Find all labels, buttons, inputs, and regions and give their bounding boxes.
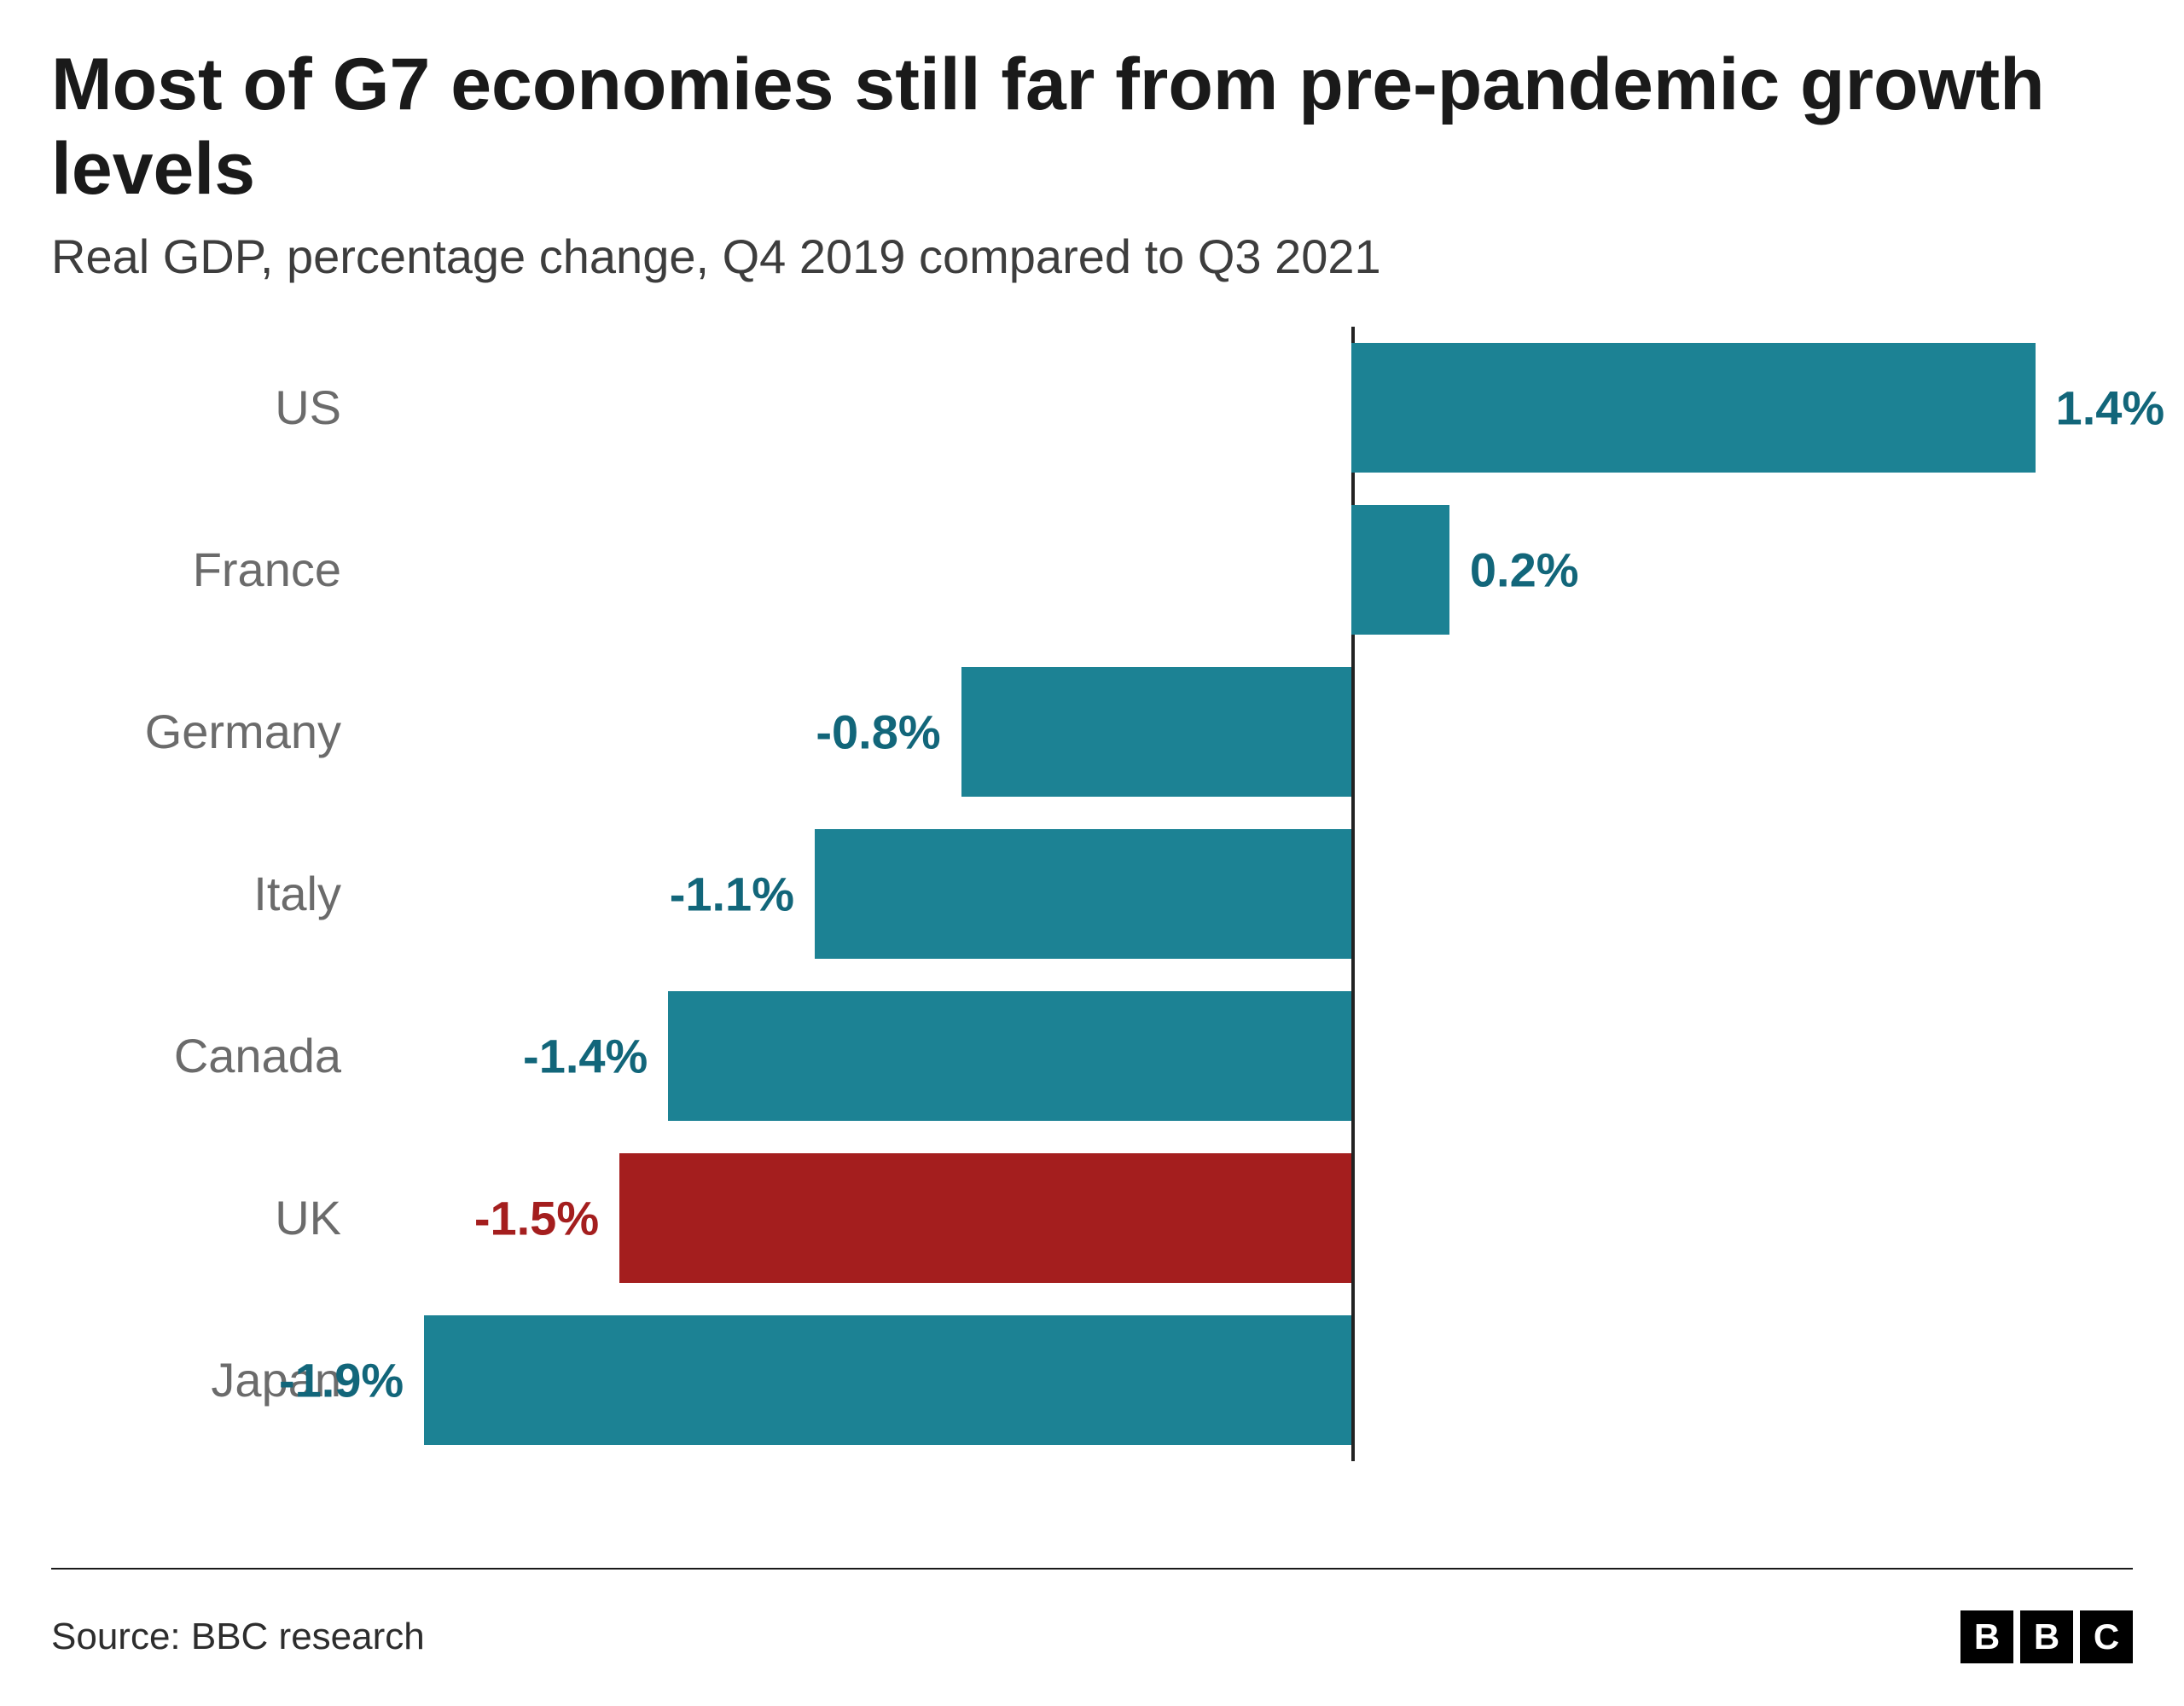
- bar-row: UK -1.5%: [51, 1137, 2133, 1299]
- bar-row: Canada -1.4%: [51, 975, 2133, 1137]
- zero-axis: [1351, 813, 1355, 975]
- source-label: Source: BBC research: [51, 1616, 425, 1658]
- bar-row: Japan-1.9%: [51, 1299, 2133, 1461]
- category-label: Germany: [51, 704, 375, 759]
- chart-footer: Source: BBC research BBC: [51, 1610, 2133, 1663]
- chart-subtitle: Real GDP, percentage change, Q4 2019 com…: [51, 229, 2133, 284]
- bar: [815, 829, 1351, 959]
- bar: [1351, 505, 1449, 635]
- plot-area: US1.4%France0.2%Germany-0.8%Italy-1.1%Ca…: [51, 327, 2133, 1461]
- category-label: Italy: [51, 866, 375, 921]
- zero-axis: [1351, 1299, 1355, 1461]
- bar-row: France 0.2%: [51, 489, 2133, 651]
- bar-row: Germany -0.8%: [51, 651, 2133, 813]
- bar: [424, 1315, 1351, 1445]
- value-label: 1.4%: [2056, 380, 2165, 435]
- bar-row: Italy -1.1%: [51, 813, 2133, 975]
- value-label: -1.1%: [670, 866, 794, 921]
- bar: [668, 991, 1351, 1121]
- bbc-logo-box-0: B: [1960, 1610, 2013, 1663]
- footer-rule: [51, 1568, 2133, 1570]
- bbc-logo-box-2: C: [2080, 1610, 2133, 1663]
- category-label: US: [51, 380, 375, 435]
- value-label: -1.9%: [279, 1352, 404, 1407]
- bar: [961, 667, 1352, 797]
- value-label: -1.5%: [474, 1190, 599, 1245]
- category-label: UK: [51, 1190, 375, 1245]
- bbc-logo: BBC: [1960, 1610, 2133, 1663]
- bar-cell: -1.4%: [375, 975, 2133, 1137]
- bar-cell: -1.9%: [375, 1299, 2133, 1461]
- value-label: 0.2%: [1470, 542, 1579, 597]
- bar: [1351, 343, 2035, 473]
- category-label: France: [51, 542, 375, 597]
- chart-title: Most of G7 economies still far from pre-…: [51, 43, 2133, 212]
- value-label: -1.4%: [523, 1028, 648, 1083]
- value-label: -0.8%: [816, 704, 940, 759]
- bar-row: US1.4%: [51, 327, 2133, 489]
- bar-cell: -1.1%: [375, 813, 2133, 975]
- bar-cell: 0.2%: [375, 489, 2133, 651]
- bbc-logo-box-1: B: [2020, 1610, 2073, 1663]
- zero-axis: [1351, 1137, 1355, 1299]
- zero-axis: [1351, 975, 1355, 1137]
- bar-cell: -0.8%: [375, 651, 2133, 813]
- zero-axis: [1351, 651, 1355, 813]
- bar-cell: 1.4%: [375, 327, 2133, 489]
- bar: [619, 1153, 1351, 1283]
- category-label: Canada: [51, 1028, 375, 1083]
- chart-container: Most of G7 economies still far from pre-…: [0, 0, 2184, 1706]
- bar-cell: -1.5%: [375, 1137, 2133, 1299]
